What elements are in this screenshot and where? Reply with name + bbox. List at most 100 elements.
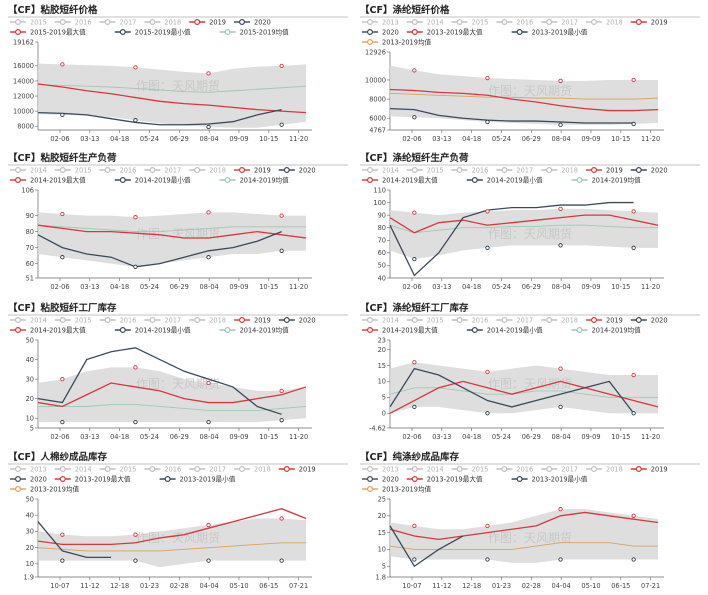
x-tick-label: 03-13 [80,433,99,441]
legend-item: 2014-2019最小值 [466,176,543,185]
y-tick-label: 1.9 [24,573,35,581]
y-tick-label: 10 [26,560,34,568]
legend-swatch-marker [149,466,156,473]
legend-swatch-marker [501,167,508,174]
legend-item: 2014 [54,466,92,474]
legend-item: 2019 [630,466,668,474]
y-tick-label: 5 [30,424,34,432]
x-tick-label: 08-04 [552,135,571,143]
legend-swatch-marker [224,327,231,334]
legend-item: 2015 [54,167,92,175]
y-tick-label: 20 [26,544,34,552]
legend-item: 2018 [189,317,226,325]
legend-swatch-marker [471,177,478,184]
series-average [37,84,307,93]
series-average [37,542,306,552]
chart-title: 【CF】涤纶短纤工厂库存 [360,302,469,314]
series-2020 [37,521,112,559]
legend-swatch-marker [283,466,290,473]
y-tick-label: 8000 [17,123,34,131]
series-2019 [389,214,659,234]
series-min-point [133,419,138,425]
y-tick-label: 90 [26,212,34,220]
legend-swatch-marker [367,38,374,45]
x-tick-label: 04-18 [462,283,481,291]
legend-item: 2014-2019均值 [571,176,642,185]
legend-swatch-marker [149,19,156,26]
legend-item: 2020 [630,317,668,325]
legend-label: 2018 [606,466,623,474]
legend-swatch-marker [516,29,523,36]
chart-panel: 【CF】涤纶短纤生产负荷 2014 2015 2016 2017 2018 2019 2020… [356,150,704,291]
legend-item: 2015 [406,317,444,325]
y-tick-label: 80 [26,228,34,236]
x-tick-label: 08-04 [200,283,219,291]
legend-swatch-marker [411,167,418,174]
x-tick-label: 11-20 [641,433,660,441]
legend-swatch-marker [546,167,553,174]
legend-item: 2016 [54,19,92,27]
legend-label: 2019 [209,19,226,27]
series-min-point [558,243,563,248]
series-max-point [279,388,284,393]
y-tick-label: 10000 [365,76,386,84]
y-tick-label: 90 [378,211,386,219]
legend-item: 2013 [10,466,47,474]
x-tick-label: 05-24 [140,283,159,291]
y-tick-label: 80 [378,224,386,232]
legend-swatch-marker [591,167,598,174]
chart-svg: 【CF】涤纶短纤生产负荷 2014 2015 2016 2017 2018 2019 2020… [360,152,700,291]
legend-label: 2014-2019均值 [592,176,642,185]
min-max-band [390,65,658,125]
series-max-point [133,365,138,370]
series-2019 [37,83,307,114]
series-2020 [389,367,635,414]
legend-label: 2020 [299,317,316,325]
y-tick-label: 40 [26,356,34,364]
series-max-point [60,532,65,537]
legend-item: 2013-2019最小值 [511,475,588,484]
legend-swatch-marker [194,167,201,174]
legend-item: 2014-2019均值 [219,176,289,185]
legend-label: 2013-2019最大值 [75,475,131,484]
legend-swatch-marker [149,317,156,324]
y-tick-label: 14000 [13,77,34,85]
series-min-point [206,124,211,130]
series-max-point [206,71,211,76]
x-tick-label: 04-18 [110,283,129,291]
x-tick-label: 01-23 [492,582,511,590]
legend-item: 2018 [189,167,226,175]
legend-swatch-marker [104,167,111,174]
y-tick-label: 6000 [369,115,386,123]
legend-label: 2013-2019均值 [30,485,80,494]
y-tick-label: 12926 [365,48,386,56]
legend-item: 2014 [406,19,444,27]
chart-svg: 【CF】涤纶短纤价格 2013 2014 2015 2016 2017 2018 2019 20… [360,4,700,143]
legend-swatch-marker [239,317,246,324]
legend-swatch-marker [576,177,583,184]
series-min-point [631,411,636,416]
x-tick-label: 06-15 [259,582,278,590]
series-min-point [60,112,65,118]
legend-swatch-marker [224,177,231,184]
watermark: 作图：天风期货 [488,530,572,545]
legend-item: 2013-2019最大值 [406,475,483,484]
x-tick-label: 11-20 [289,283,308,291]
y-tick-label: 30 [26,528,34,536]
legend-swatch-marker [546,19,553,26]
y-tick-label: 10 [378,378,386,386]
x-tick-label: 09-09 [229,135,248,143]
legend-item: 2014 [362,317,399,325]
legend-swatch-marker [516,476,523,483]
series-max-point [133,532,138,537]
legend-item: 2018 [586,466,623,474]
chart-panel: 【CF】涤纶短纤工厂库存 2014 2015 2016 2017 2018 2019 2020… [356,300,704,441]
legend-label: 2019 [651,19,668,27]
legend-label: 2018 [254,466,271,474]
legend-swatch-marker [501,19,508,26]
legend-item: 2015-2019最小值 [114,28,191,37]
chart-title: 【CF】粘胶短纤价格 [8,4,98,16]
legend-swatch-marker [119,327,126,334]
series-min-point [631,121,636,127]
legend-swatch-marker [367,19,374,26]
